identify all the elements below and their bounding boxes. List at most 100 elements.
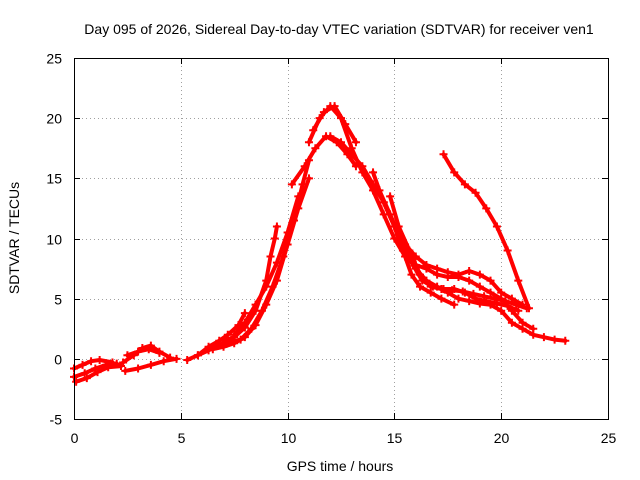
series-track-13 <box>307 104 536 331</box>
y-tick-label: 5 <box>54 292 62 308</box>
data-point <box>134 364 143 373</box>
data-point <box>283 228 292 237</box>
data-point <box>146 360 155 369</box>
data-point <box>78 360 87 369</box>
data-point <box>240 318 249 327</box>
data-point <box>475 270 484 279</box>
data-point <box>240 309 249 318</box>
data-point <box>407 270 416 279</box>
data-point <box>437 294 446 303</box>
data-point <box>497 288 506 297</box>
data-point <box>270 234 279 243</box>
data-point <box>503 246 512 255</box>
data-point <box>155 348 164 357</box>
data-point <box>390 222 399 231</box>
data-point <box>465 297 474 306</box>
data-point <box>341 120 350 129</box>
data-point <box>351 138 360 147</box>
data-point <box>95 356 104 365</box>
data-point <box>471 188 480 197</box>
data-point <box>450 168 459 177</box>
data-point <box>490 294 499 303</box>
data-point <box>369 168 378 177</box>
data-point <box>358 162 367 171</box>
data-point <box>482 204 491 213</box>
data-point <box>507 318 516 327</box>
data-point <box>386 210 395 219</box>
data-point <box>87 357 96 366</box>
y-axis-label: SDTVAR / TECUs <box>6 182 22 294</box>
data-point <box>398 246 407 255</box>
data-point <box>460 180 469 189</box>
data-point <box>501 297 510 306</box>
data-point <box>193 351 202 360</box>
data-point <box>514 276 523 285</box>
data-point <box>475 282 484 291</box>
data-point <box>121 366 130 375</box>
data-point <box>458 287 467 296</box>
series-track-09 <box>210 176 311 352</box>
data-point <box>416 282 425 291</box>
data-point <box>119 358 128 367</box>
data-point <box>272 276 281 285</box>
series-group <box>70 102 570 386</box>
x-tick-label: 20 <box>494 430 510 446</box>
data-point <box>82 374 91 383</box>
data-point <box>134 347 143 356</box>
data-point <box>304 138 313 147</box>
data-point <box>311 144 320 153</box>
data-point <box>448 286 457 295</box>
data-point <box>375 186 384 195</box>
y-tick-label: -5 <box>50 412 63 428</box>
x-tick-label: 0 <box>71 430 79 446</box>
y-tick-label: 10 <box>46 232 62 248</box>
data-point <box>262 300 271 309</box>
data-point <box>319 108 328 117</box>
data-point <box>416 270 425 279</box>
data-point <box>486 276 495 285</box>
data-point <box>524 304 533 313</box>
y-tick-label: 20 <box>46 111 62 127</box>
data-point <box>469 289 478 298</box>
series-track-20 <box>441 152 531 311</box>
data-point <box>422 260 431 269</box>
data-point <box>465 266 474 275</box>
data-point <box>561 336 570 345</box>
data-point <box>272 258 281 267</box>
y-tick-label: 25 <box>46 51 62 67</box>
data-point <box>512 300 521 309</box>
data-point <box>272 222 281 231</box>
data-point <box>337 138 345 147</box>
data-point <box>386 192 395 201</box>
data-point <box>208 345 217 354</box>
data-point <box>80 369 89 378</box>
data-point <box>465 276 474 285</box>
data-point <box>266 252 275 261</box>
data-point <box>300 162 309 171</box>
data-point <box>326 132 335 141</box>
data-point <box>144 345 153 354</box>
y-tick-label: 0 <box>54 352 62 368</box>
data-point <box>492 222 501 231</box>
x-tick-label: 25 <box>601 430 617 446</box>
data-point <box>518 324 527 333</box>
data-point <box>330 102 339 111</box>
data-point <box>454 294 463 303</box>
chart-title: Day 095 of 2026, Sidereal Day-to-day VTE… <box>84 21 594 37</box>
data-point <box>123 351 132 360</box>
data-point <box>262 282 271 291</box>
data-point <box>159 357 168 366</box>
data-point <box>304 174 313 183</box>
data-point <box>426 288 435 297</box>
data-point <box>104 363 113 372</box>
data-point <box>309 126 318 135</box>
data-point <box>529 330 538 339</box>
data-point <box>443 268 452 277</box>
data-point <box>251 300 260 309</box>
data-point <box>347 150 356 159</box>
data-point <box>72 377 81 386</box>
data-point <box>497 306 506 315</box>
data-point <box>433 264 442 273</box>
data-point <box>550 335 559 344</box>
